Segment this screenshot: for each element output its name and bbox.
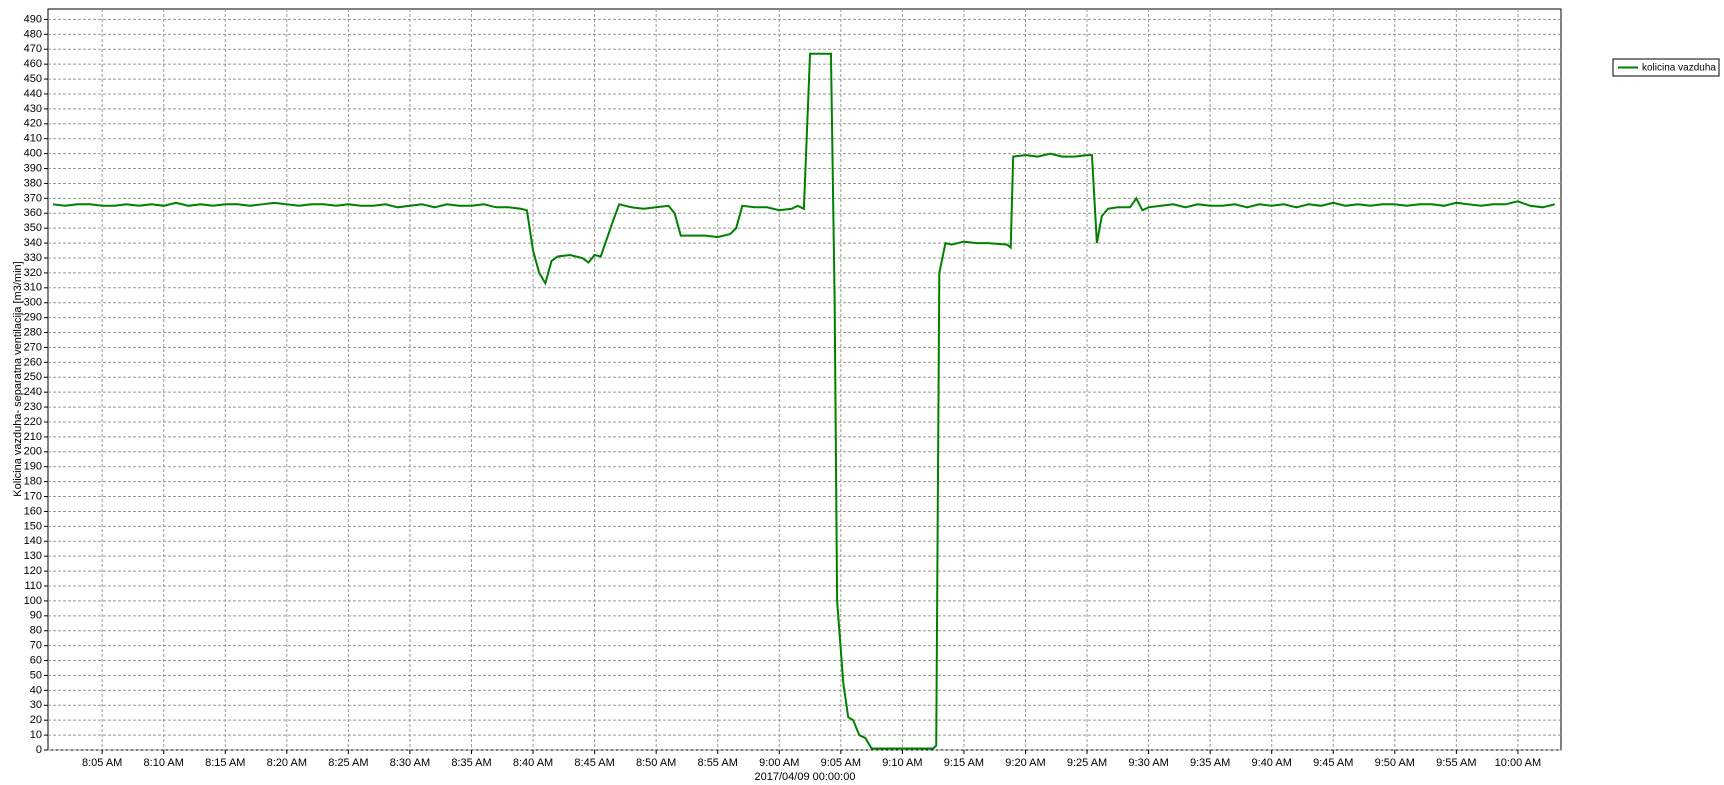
x-tick-label: 9:30 AM <box>1128 757 1168 769</box>
data-line <box>52 52 1556 750</box>
y-tick-label: 190 <box>24 461 42 473</box>
x-tick-label: 8:45 AM <box>574 757 614 769</box>
y-tick-label: 460 <box>24 58 42 70</box>
y-tick-label: 440 <box>24 88 42 100</box>
y-tick-label: 260 <box>24 356 42 368</box>
y-tick-label: 200 <box>24 446 42 458</box>
x-tick-label: 9:35 AM <box>1190 757 1230 769</box>
y-tick-label: 480 <box>24 28 42 40</box>
y-tick-label: 60 <box>30 654 42 666</box>
x-tick-label: 8:35 AM <box>451 757 491 769</box>
y-tick-label: 420 <box>24 118 42 130</box>
x-axis-label: 2017/04/09 00:00:00 <box>755 771 856 783</box>
y-tick-label: 10 <box>30 729 42 741</box>
y-tick-label: 390 <box>24 162 42 174</box>
y-tick-label: 0 <box>36 744 42 756</box>
y-tick-label: 360 <box>24 207 42 219</box>
x-tick-label: 9:15 AM <box>944 757 984 769</box>
y-tick-label: 210 <box>24 431 42 443</box>
x-tick-label: 9:50 AM <box>1375 757 1415 769</box>
x-tick-label: 9:40 AM <box>1252 757 1292 769</box>
x-tick-label: 8:40 AM <box>513 757 553 769</box>
y-tick-label: 150 <box>24 520 42 532</box>
plot-area <box>47 8 1562 751</box>
x-tick-label: 9:55 AM <box>1436 757 1476 769</box>
y-tick-label: 50 <box>30 669 42 681</box>
y-tick-label: 470 <box>24 43 42 55</box>
y-tick-label: 340 <box>24 237 42 249</box>
y-tick-label: 30 <box>30 699 42 711</box>
y-tick-label: 280 <box>24 326 42 338</box>
y-tick-label: 240 <box>24 386 42 398</box>
y-tick-label: 250 <box>24 371 42 383</box>
x-tick-label: 9:20 AM <box>1005 757 1045 769</box>
y-tick-label: 180 <box>24 476 42 488</box>
x-tick-label: 9:05 AM <box>821 757 861 769</box>
x-tick-label: 8:50 AM <box>636 757 676 769</box>
y-tick-label: 230 <box>24 401 42 413</box>
y-tick-label: 400 <box>24 148 42 160</box>
y-tick-label: 120 <box>24 565 42 577</box>
x-tick-label: 9:45 AM <box>1313 757 1353 769</box>
y-tick-label: 380 <box>24 177 42 189</box>
x-tick-label: 9:00 AM <box>759 757 799 769</box>
y-tick-label: 300 <box>24 297 42 309</box>
x-tick-label: 9:10 AM <box>882 757 922 769</box>
x-tick-label: 8:10 AM <box>144 757 184 769</box>
x-tick-label: 9:25 AM <box>1067 757 1107 769</box>
y-tick-label: 320 <box>24 267 42 279</box>
x-tick-label: 8:15 AM <box>205 757 245 769</box>
y-tick-label: 270 <box>24 341 42 353</box>
x-tick-label: 8:55 AM <box>698 757 738 769</box>
y-tick-label: 100 <box>24 595 42 607</box>
y-tick-label: 450 <box>24 73 42 85</box>
y-tick-label: 110 <box>24 580 42 592</box>
x-tick-label: 8:30 AM <box>390 757 430 769</box>
y-tick-label: 370 <box>24 192 42 204</box>
x-tick-label: 8:20 AM <box>267 757 307 769</box>
x-tick-label: 10:00 AM <box>1495 757 1541 769</box>
legend: kolicina vazduha <box>1612 58 1720 77</box>
y-axis-label: Kolicina vazduha- separatna ventilacija … <box>12 261 24 496</box>
y-tick-label: 290 <box>24 312 42 324</box>
y-tick-label: 80 <box>30 625 42 637</box>
legend-label: kolicina vazduha <box>1642 63 1716 74</box>
y-tick-label: 310 <box>24 282 42 294</box>
y-tick-label: 70 <box>30 640 42 652</box>
y-tick-label: 490 <box>24 13 42 25</box>
y-tick-label: 220 <box>24 416 42 428</box>
x-tick-label: 8:25 AM <box>328 757 368 769</box>
y-tick-label: 330 <box>24 252 42 264</box>
y-tick-label: 350 <box>24 222 42 234</box>
y-tick-label: 20 <box>30 714 42 726</box>
y-tick-label: 40 <box>30 684 42 696</box>
x-tick-label: 8:05 AM <box>82 757 122 769</box>
y-tick-label: 140 <box>24 535 42 547</box>
y-tick-label: 160 <box>24 505 42 517</box>
y-tick-label: 90 <box>30 610 42 622</box>
y-tick-label: 430 <box>24 103 42 115</box>
y-tick-label: 410 <box>24 133 42 145</box>
y-tick-label: 130 <box>24 550 42 562</box>
legend-box <box>1612 58 1720 77</box>
y-tick-label: 170 <box>24 490 42 502</box>
